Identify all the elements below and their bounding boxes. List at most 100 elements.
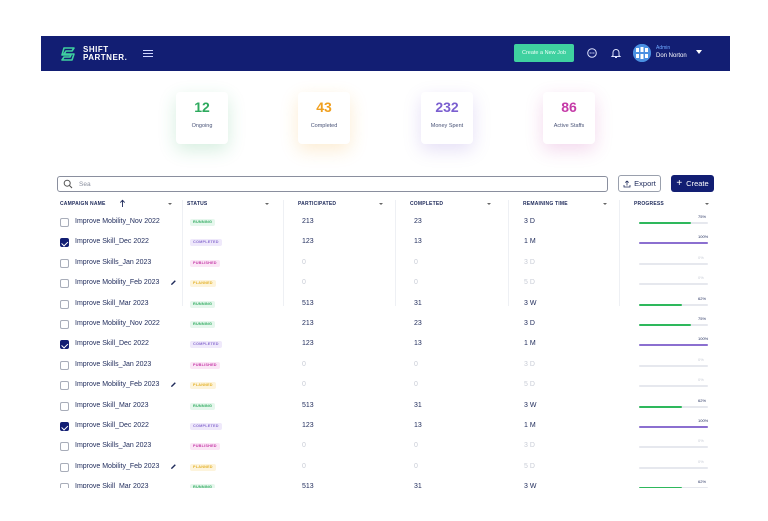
create-new-job-button[interactable]: Create a New Job — [514, 44, 574, 62]
campaign-name[interactable]: Improve Mobility_Feb 2023 — [75, 381, 160, 389]
status-badge: PLANNED — [190, 463, 216, 471]
chat-icon[interactable] — [586, 47, 598, 59]
progress-percent: 0% — [698, 438, 704, 444]
avatar[interactable] — [633, 44, 651, 62]
campaign-name[interactable]: Improve Skill_Mar 2023 — [75, 401, 149, 409]
bell-icon[interactable] — [610, 47, 622, 59]
row-checkbox[interactable] — [60, 381, 69, 391]
user-name: Don Norton — [656, 53, 687, 59]
column-menu-chevron-down-icon[interactable] — [487, 203, 491, 205]
row-checkbox[interactable] — [60, 279, 69, 289]
plus-icon: + — [676, 177, 683, 189]
campaign-name[interactable]: Improve Mobility_Feb 2023 — [75, 462, 160, 470]
row-checkbox[interactable] — [60, 340, 69, 350]
row-checkbox[interactable] — [60, 258, 69, 268]
remaining-time-value: 1 M — [524, 238, 536, 246]
table-row[interactable]: Improve Skills_Jan 2023 PUBLISHED 0 0 3 D 0% — [57, 437, 714, 457]
row-checkbox[interactable] — [60, 360, 69, 370]
stat-card-ongoing: 12 Ongoing — [176, 92, 228, 144]
campaign-name[interactable]: Improve Mobility_Nov 2022 — [75, 218, 160, 225]
logo-text: SHIFT PARTNER. — [83, 45, 127, 62]
progress-bar — [639, 487, 708, 488]
table-row[interactable]: Improve Mobility_Nov 2022 RUNNING 213 23 3 D… — [57, 213, 714, 233]
completed-value: 0 — [414, 442, 418, 450]
table-row[interactable]: Improve Skill_Dec 2022 COMPLETED 123 13 1 M 1… — [57, 335, 714, 355]
create-label: Create — [686, 179, 709, 188]
column-menu-chevron-down-icon[interactable] — [379, 203, 383, 205]
column-header-completed[interactable]: COMPLETED — [410, 201, 444, 207]
user-info[interactable]: Admin Don Norton — [656, 45, 687, 59]
campaign-name[interactable]: Improve Skills_Jan 2023 — [75, 258, 152, 266]
table-row[interactable]: Improve Mobility_Feb 2023 PLANNED 0 0 5 D 0% — [57, 274, 714, 294]
status-badge: PUBLISHED — [190, 443, 220, 451]
remaining-time-value: 3 D — [524, 360, 535, 368]
create-button[interactable]: + Create — [671, 175, 714, 192]
column-divider — [283, 200, 284, 306]
status-badge: COMPLETED — [190, 239, 222, 247]
campaign-name[interactable]: Improve Skill_Dec 2022 — [75, 422, 149, 429]
column-header-campaign-name[interactable]: CAMPAIGN NAME — [60, 201, 106, 207]
export-button[interactable]: Export — [618, 175, 661, 192]
row-checkbox[interactable] — [60, 422, 69, 431]
user-avatar-icon — [633, 44, 651, 62]
table-row[interactable]: Improve Mobility_Feb 2023 PLANNED 0 0 5 D 0% — [57, 458, 714, 478]
logo[interactable]: SHIFT PARTNER. — [61, 45, 127, 62]
stat-label: Completed — [310, 123, 338, 129]
participated-value: 0 — [302, 279, 306, 287]
edit-pencil-icon[interactable] — [170, 381, 177, 388]
campaign-name[interactable]: Improve Mobility_Feb 2023 — [75, 279, 160, 287]
table-row[interactable]: Improve Skill_Mar 2023 RUNNING 513 31 3 W 62% — [57, 397, 714, 417]
progress-bar-fill — [639, 222, 691, 224]
table-row[interactable]: Improve Skills_Jan 2023 PUBLISHED 0 0 3 D 0% — [57, 254, 714, 274]
table-row[interactable]: Improve Skills_Jan 2023 PUBLISHED 0 0 3 D 0% — [57, 356, 714, 376]
row-checkbox[interactable] — [60, 238, 69, 248]
completed-value: 0 — [414, 462, 418, 470]
campaign-name[interactable]: Improve Skill_Mar 2023 — [75, 483, 149, 488]
table-row[interactable]: Improve Skill_Mar 2023 RUNNING 513 31 3 W 62% — [57, 478, 714, 488]
campaign-name[interactable]: Improve Skill_Dec 2022 — [75, 238, 149, 246]
row-checkbox[interactable] — [60, 442, 69, 452]
sort-arrow-up-icon[interactable] — [119, 199, 126, 208]
row-checkbox[interactable] — [60, 218, 69, 227]
campaign-name[interactable]: Improve Skill_Dec 2022 — [75, 340, 149, 348]
user-menu-chevron-down-icon[interactable] — [696, 50, 702, 54]
column-header-progress[interactable]: PROGRESS — [634, 201, 664, 207]
column-menu-chevron-down-icon[interactable] — [603, 203, 607, 205]
table-header: CAMPAIGN NAME STATUS PARTICIPATED COMPLE… — [57, 198, 714, 210]
hamburger-menu-icon[interactable] — [143, 49, 154, 58]
edit-pencil-icon[interactable] — [170, 463, 177, 470]
column-menu-chevron-down-icon[interactable] — [705, 203, 709, 205]
column-header-status[interactable]: STATUS — [187, 201, 208, 207]
completed-value: 23 — [414, 218, 422, 225]
progress-bar — [639, 446, 708, 449]
edit-pencil-icon[interactable] — [170, 279, 177, 286]
progress-bar-fill — [639, 324, 691, 326]
campaign-name[interactable]: Improve Mobility_Nov 2022 — [75, 320, 160, 327]
column-header-remaining-time[interactable]: REMAINING TIME — [523, 201, 568, 207]
campaign-name[interactable]: Improve Skills_Jan 2023 — [75, 442, 152, 450]
table-row[interactable]: Improve Mobility_Feb 2023 PLANNED 0 0 5 D 0% — [57, 376, 714, 396]
column-header-participated[interactable]: PARTICIPATED — [298, 201, 337, 207]
row-checkbox[interactable] — [60, 462, 69, 472]
completed-value: 0 — [414, 258, 418, 266]
row-checkbox[interactable] — [60, 299, 69, 309]
search-bar[interactable] — [57, 176, 608, 192]
progress-bar-fill — [639, 303, 682, 306]
row-checkbox[interactable] — [60, 320, 69, 329]
export-label: Export — [634, 179, 656, 188]
table-row[interactable]: Improve Skill_Mar 2023 RUNNING 513 31 3 W 62% — [57, 295, 714, 315]
progress-percent: 0% — [698, 254, 704, 260]
progress-percent: 0% — [698, 458, 704, 464]
table-row[interactable]: Improve Skill_Dec 2022 COMPLETED 123 13 1 M 1… — [57, 233, 714, 253]
row-checkbox[interactable] — [60, 483, 69, 488]
campaign-name[interactable]: Improve Skills_Jan 2023 — [75, 360, 152, 368]
search-input[interactable] — [79, 180, 579, 188]
campaign-name[interactable]: Improve Skill_Mar 2023 — [75, 299, 149, 307]
column-menu-chevron-down-icon[interactable] — [168, 203, 172, 205]
status-badge: RUNNING — [190, 484, 216, 488]
table-row[interactable]: Improve Mobility_Nov 2022 RUNNING 213 23 3 D… — [57, 315, 714, 335]
table-row[interactable]: Improve Skill_Dec 2022 COMPLETED 123 13 1 M 1… — [57, 417, 714, 437]
row-checkbox[interactable] — [60, 401, 69, 411]
column-menu-chevron-down-icon[interactable] — [265, 203, 269, 205]
completed-value: 0 — [414, 360, 418, 368]
